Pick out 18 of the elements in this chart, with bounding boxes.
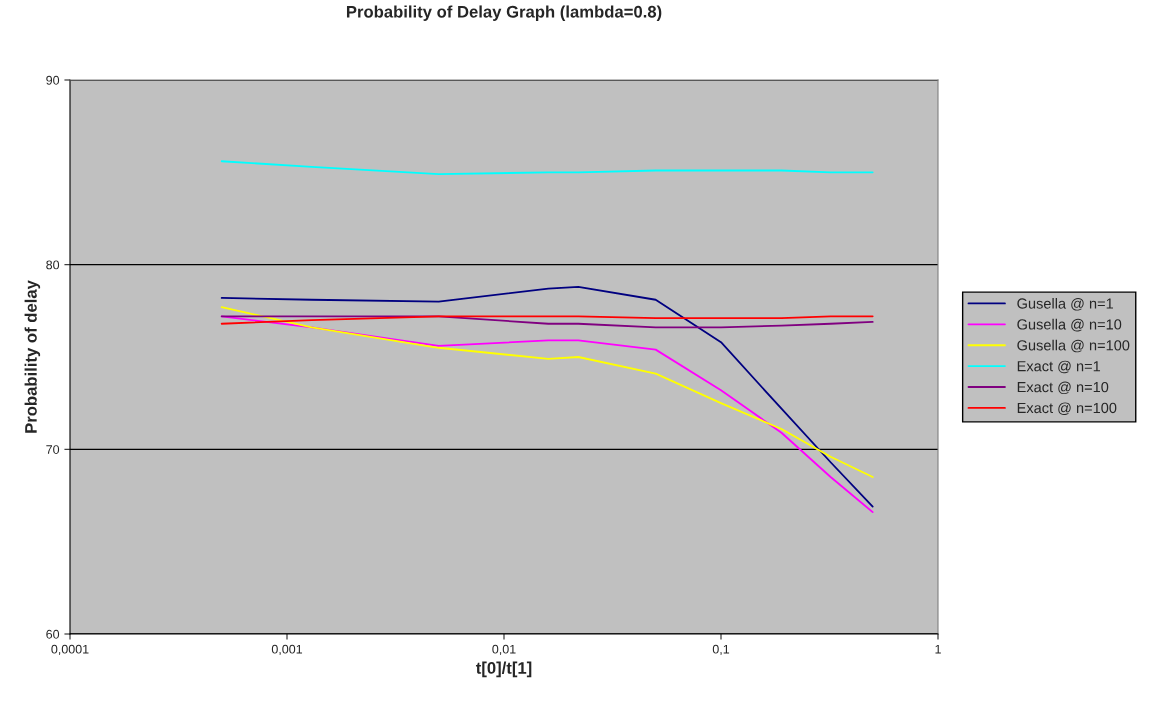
- y-tick-label: 80: [46, 260, 60, 270]
- x-tick-label: 0,001: [271, 644, 303, 656]
- x-tick-label: 0,1: [712, 644, 730, 656]
- x-axis-title: t[0]/t[1]: [475, 661, 532, 678]
- y-tick-label: 70: [46, 445, 60, 454]
- legend-label: Gusella @ n=10: [1017, 318, 1122, 332]
- legend-label: Exact @ n=100: [1017, 402, 1117, 415]
- y-tick-label: 90: [46, 75, 60, 85]
- legend-label: Exact @ n=1: [1017, 360, 1101, 374]
- chart-title: Probability of Delay Graph (lambda=0.8): [346, 5, 662, 21]
- legend-label: Gusella @ n=100: [1017, 339, 1130, 353]
- legend-label: Exact @ n=10: [1017, 381, 1109, 395]
- x-tick-label: 0,0001: [51, 644, 89, 656]
- x-tick-label: 0,01: [492, 644, 516, 656]
- legend-label: Gusella @ n=1: [1017, 297, 1113, 311]
- x-tick-label: 1: [935, 644, 941, 654]
- y-tick-label: 60: [46, 629, 60, 639]
- y-axis-title: Probability of delay: [24, 280, 41, 433]
